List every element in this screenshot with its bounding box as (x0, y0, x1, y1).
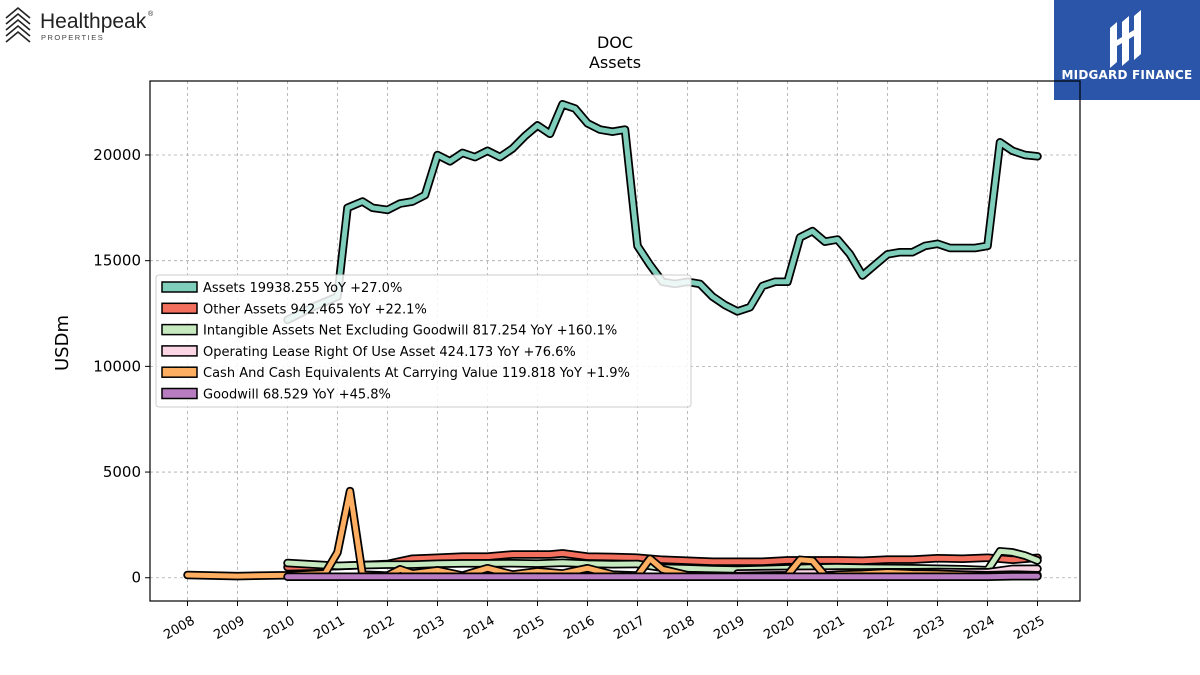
healthpeak-mark-icon (5, 6, 31, 43)
x-tick-label: 2017 (611, 613, 647, 643)
legend-label: Intangible Assets Net Excluding Goodwill… (203, 324, 617, 339)
legend-swatch (161, 387, 198, 400)
left-logo-sub: PROPERTIES (41, 33, 104, 42)
left-logo-name: Healthpeak (40, 10, 147, 33)
y-axis-label: USDm (52, 315, 73, 371)
x-tick-label: 2015 (511, 613, 547, 643)
legend-swatch (161, 323, 198, 336)
y-tick-label: 10000 (93, 357, 141, 375)
legend-swatch (161, 281, 198, 293)
x-tick-label: 2023 (911, 613, 947, 643)
plot-frame (149, 80, 1081, 602)
legend-label: Assets 19938.255 YoY +27.0% (203, 281, 402, 296)
plot-series (183, 100, 1042, 582)
x-tick-label: 2012 (361, 613, 397, 643)
x-tick-label: 2021 (811, 613, 847, 643)
healthpeak-logo: Healthpeak ® PROPERTIES (4, 4, 174, 48)
x-tick-label: 2011 (311, 613, 347, 643)
legend-label: Cash And Cash Equivalents At Carrying Va… (203, 366, 630, 381)
x-tick-label: 2024 (961, 613, 997, 643)
left-logo-mark: ® (148, 10, 154, 18)
x-tick-label: 2020 (761, 613, 797, 643)
x-tick-label: 2019 (711, 613, 747, 643)
series-line-5 (285, 573, 1040, 580)
series-line-1 (285, 550, 1040, 570)
legend-swatch (161, 366, 198, 378)
legend-label: Other Assets 942.465 YoY +22.1% (203, 302, 427, 317)
chart-subtitle: Assets (589, 53, 641, 72)
legend-swatch (161, 302, 198, 315)
y-ticks: 0 5000 10000 15000 20000 (93, 146, 150, 587)
y-tick-label: 15000 (93, 252, 141, 270)
legend-label: Goodwill 68.529 YoY +45.8% (203, 388, 391, 403)
legend-swatch (161, 345, 198, 357)
x-tick-label: 2010 (261, 613, 297, 643)
x-tick-label: 2013 (411, 613, 447, 643)
y-tick-label: 5000 (103, 463, 141, 481)
midgard-mark-icon (1110, 10, 1141, 68)
y-tick-label: 0 (131, 569, 141, 587)
right-logo-name: MIDGARD FINANCE (1061, 68, 1193, 82)
chart-title: DOC (597, 33, 633, 52)
y-tick-label: 20000 (93, 146, 141, 164)
legend: Assets 19938.255 YoY +27.0% Other Assets … (155, 274, 692, 408)
x-tick-label: 2022 (861, 613, 897, 643)
x-tick-label: 2014 (461, 613, 497, 643)
x-tick-label: 2008 (161, 613, 197, 643)
x-tick-label: 2018 (661, 613, 697, 643)
x-ticks: 2008 2009 2010 2011 2012 2013 2014 2015 2016 2017… (161, 601, 1048, 643)
x-tick-label: 2016 (561, 613, 597, 643)
legend-box (155, 274, 692, 408)
midgard-finance-logo: MIDGARD FINANCE (1054, 0, 1200, 100)
x-tick-label: 2009 (211, 613, 247, 643)
legend-label: Operating Lease Right Of Use Asset 424.1… (203, 345, 576, 360)
x-tick-label: 2025 (1011, 613, 1047, 643)
